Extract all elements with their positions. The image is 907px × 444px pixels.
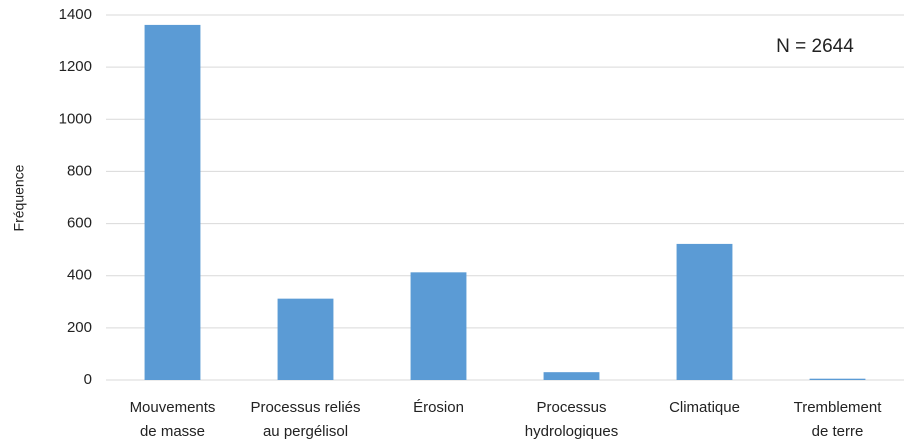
x-tick-label: Érosion [413, 399, 464, 416]
bar [145, 25, 201, 380]
x-tick-label: Tremblement [794, 399, 883, 416]
y-tick-label: 800 [67, 162, 92, 179]
bar [278, 299, 334, 380]
x-tick-label: hydrologiques [525, 423, 618, 440]
y-tick-label: 200 [67, 319, 92, 336]
y-axis-label: Fréquence [11, 164, 27, 231]
bar [411, 272, 467, 380]
y-tick-label: 1400 [59, 6, 92, 23]
x-tick-label: Processus reliés [250, 399, 360, 416]
y-tick-label: 0 [84, 371, 92, 388]
x-tick-label: Processus [536, 399, 606, 416]
bar [677, 244, 733, 380]
y-tick-label: 600 [67, 215, 92, 232]
bar [544, 372, 600, 380]
x-tick-label: de terre [812, 423, 864, 440]
annotation: N = 2644 [776, 36, 854, 57]
x-tick-label: de masse [140, 423, 205, 440]
page: {"chart_data": {"type": "bar", "annotati… [0, 0, 907, 444]
x-tick-label: Mouvements [130, 399, 216, 416]
y-tick-label: 400 [67, 267, 92, 284]
x-tick-label: Climatique [669, 399, 740, 416]
chart: N = 2644 Fréquence 0 200 400 600 800 1000 1200… [0, 0, 907, 444]
y-tick-label: 1200 [59, 58, 92, 75]
x-tick-label: au pergélisol [263, 423, 348, 440]
y-tick-label: 1000 [59, 110, 92, 127]
bar [810, 379, 866, 380]
